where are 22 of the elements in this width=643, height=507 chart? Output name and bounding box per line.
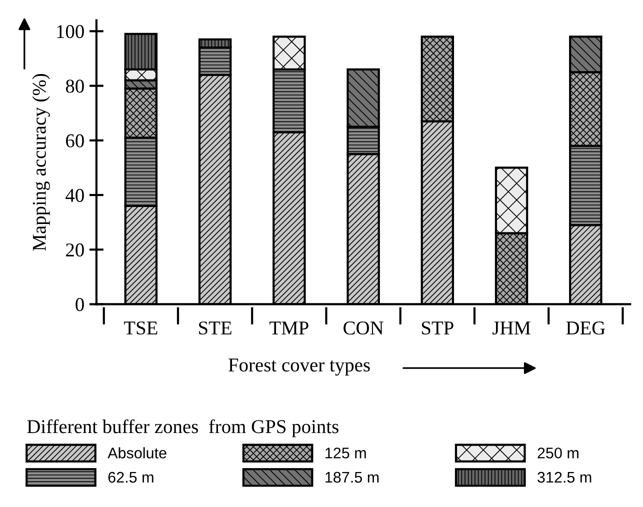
y-axis-title: Mapping accuracy (%) <box>32 74 50 251</box>
y-tick-label: 20 <box>66 243 84 257</box>
y-tick-label: 80 <box>66 80 84 93</box>
legend-label: 62.5 m <box>108 472 154 483</box>
legend-label: Absolute <box>108 447 166 458</box>
x-tick-label: STE <box>199 321 232 335</box>
y-tick-label: 0 <box>76 298 84 312</box>
legend-title: Different buffer zones from GPS points <box>27 419 338 438</box>
legend-label: 250 m <box>538 448 578 458</box>
y-tick-label: 40 <box>66 188 84 202</box>
x-tick-label: STP <box>422 321 454 335</box>
legend-label: 187.5 m <box>326 472 379 483</box>
x-tick-label: DEG <box>566 321 606 335</box>
y-tick-label: 60 <box>66 134 84 148</box>
x-axis-title: Forest cover types <box>228 358 370 376</box>
y-tick-label: 100 <box>57 25 84 38</box>
x-tick-label: CON <box>344 321 384 335</box>
legend-label: 125 m <box>326 448 366 458</box>
x-tick-label: JHM <box>492 322 530 335</box>
legend-label: 312.5 m <box>538 472 592 483</box>
x-tick-label: TSE <box>124 321 158 335</box>
x-tick-label: TMP <box>270 322 308 334</box>
